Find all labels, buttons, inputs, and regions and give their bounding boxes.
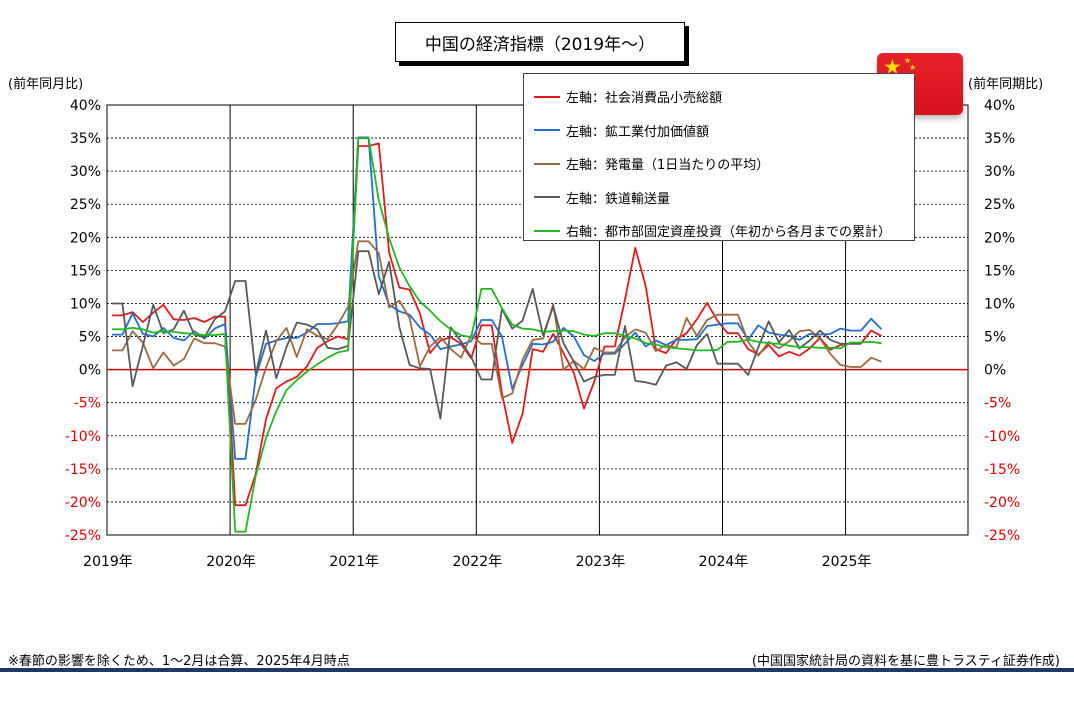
left-tick-label: 5% (79, 330, 101, 346)
legend-swatch (534, 196, 560, 199)
legend-label: 右軸：都市部固定資産投資（年初から各月までの累計） (566, 225, 892, 241)
legend-item-industrial: 左軸：鉱工業付加価値額 (534, 114, 914, 148)
x-tick-label: 2022年 (452, 554, 502, 570)
legend-label: 左軸：発電量（1日当たりの平均） (566, 158, 770, 174)
x-tick-label: 2024年 (699, 554, 749, 570)
right-tick-label: 40% (984, 98, 1015, 114)
legend-swatch (534, 162, 560, 165)
right-tick-label: 35% (984, 131, 1015, 147)
chart-legend: 左軸：社会消費品小売総額 左軸：鉱工業付加価値額 左軸：発電量（1日当たりの平均… (523, 73, 915, 241)
right-tick-label: 20% (984, 230, 1015, 246)
legend-label: 左軸：鉱工業付加価値額 (566, 124, 710, 140)
legend-item-fai: 右軸：都市部固定資産投資（年初から各月までの累計） (534, 214, 914, 248)
left-tick-label: -25% (65, 528, 101, 544)
left-tick-label: 30% (70, 164, 101, 180)
flag-star-icon: ★ (904, 56, 912, 65)
right-tick-label: -20% (984, 495, 1020, 511)
legend-label: 左軸：鉄道輸送量 (566, 191, 671, 207)
right-tick-label: 25% (984, 197, 1015, 213)
left-tick-label: 10% (70, 296, 101, 312)
chart-title: 中国の経済指標（2019年～） (395, 22, 685, 62)
bottom-divider (0, 668, 1074, 672)
flag-star-icon: ★ (883, 55, 902, 79)
left-tick-label: 40% (70, 98, 101, 114)
right-tick-label: -15% (984, 462, 1020, 478)
footnote: ※春節の影響を除くため、1～2月は合算、2025年4月時点 (8, 654, 350, 669)
x-tick-label: 2023年 (576, 554, 626, 570)
left-tick-label: -15% (65, 462, 101, 478)
right-tick-label: 30% (984, 164, 1015, 180)
x-tick-label: 2025年 (822, 554, 872, 570)
series-line-2 (112, 240, 882, 425)
left-axis-unit: (前年同月比) (8, 77, 84, 92)
series-line-4 (112, 137, 882, 533)
right-tick-label: 0% (984, 363, 1006, 379)
left-tick-label: 35% (70, 131, 101, 147)
left-tick-label: 0% (79, 363, 101, 379)
legend-item-rail: 左軸：鉄道輸送量 (534, 181, 914, 215)
series-line-3 (112, 250, 861, 420)
right-tick-label: -25% (984, 528, 1020, 544)
legend-swatch (534, 95, 560, 98)
right-axis-unit: (前年同期比) (968, 77, 1044, 92)
x-tick-label: 2019年 (83, 554, 133, 570)
legend-label: 左軸：社会消費品小売総額 (566, 91, 723, 107)
left-tick-label: 20% (70, 230, 101, 246)
flag-star-icon: ★ (909, 63, 917, 72)
right-tick-label: 10% (984, 296, 1015, 312)
right-tick-label: 5% (984, 330, 1006, 346)
legend-item-retail: 左軸：社会消費品小売総額 (534, 80, 914, 114)
x-tick-label: 2020年 (206, 554, 256, 570)
left-tick-label: 25% (70, 197, 101, 213)
legend-item-power: 左軸：発電量（1日当たりの平均） (534, 147, 914, 181)
x-tick-label: 2021年 (329, 554, 379, 570)
right-tick-label: -10% (984, 429, 1020, 445)
left-tick-label: -10% (65, 429, 101, 445)
legend-swatch (534, 229, 560, 232)
left-tick-label: 15% (70, 263, 101, 279)
left-tick-label: -5% (74, 396, 101, 412)
source-note: (中国国家統計局の資料を基に豊トラスティ証券作成) (751, 654, 1060, 669)
right-tick-label: 15% (984, 263, 1015, 279)
right-tick-label: -5% (984, 396, 1011, 412)
series-line-1 (112, 136, 883, 460)
legend-swatch (534, 129, 560, 132)
series-line-0 (112, 142, 882, 507)
left-tick-label: -20% (65, 495, 101, 511)
